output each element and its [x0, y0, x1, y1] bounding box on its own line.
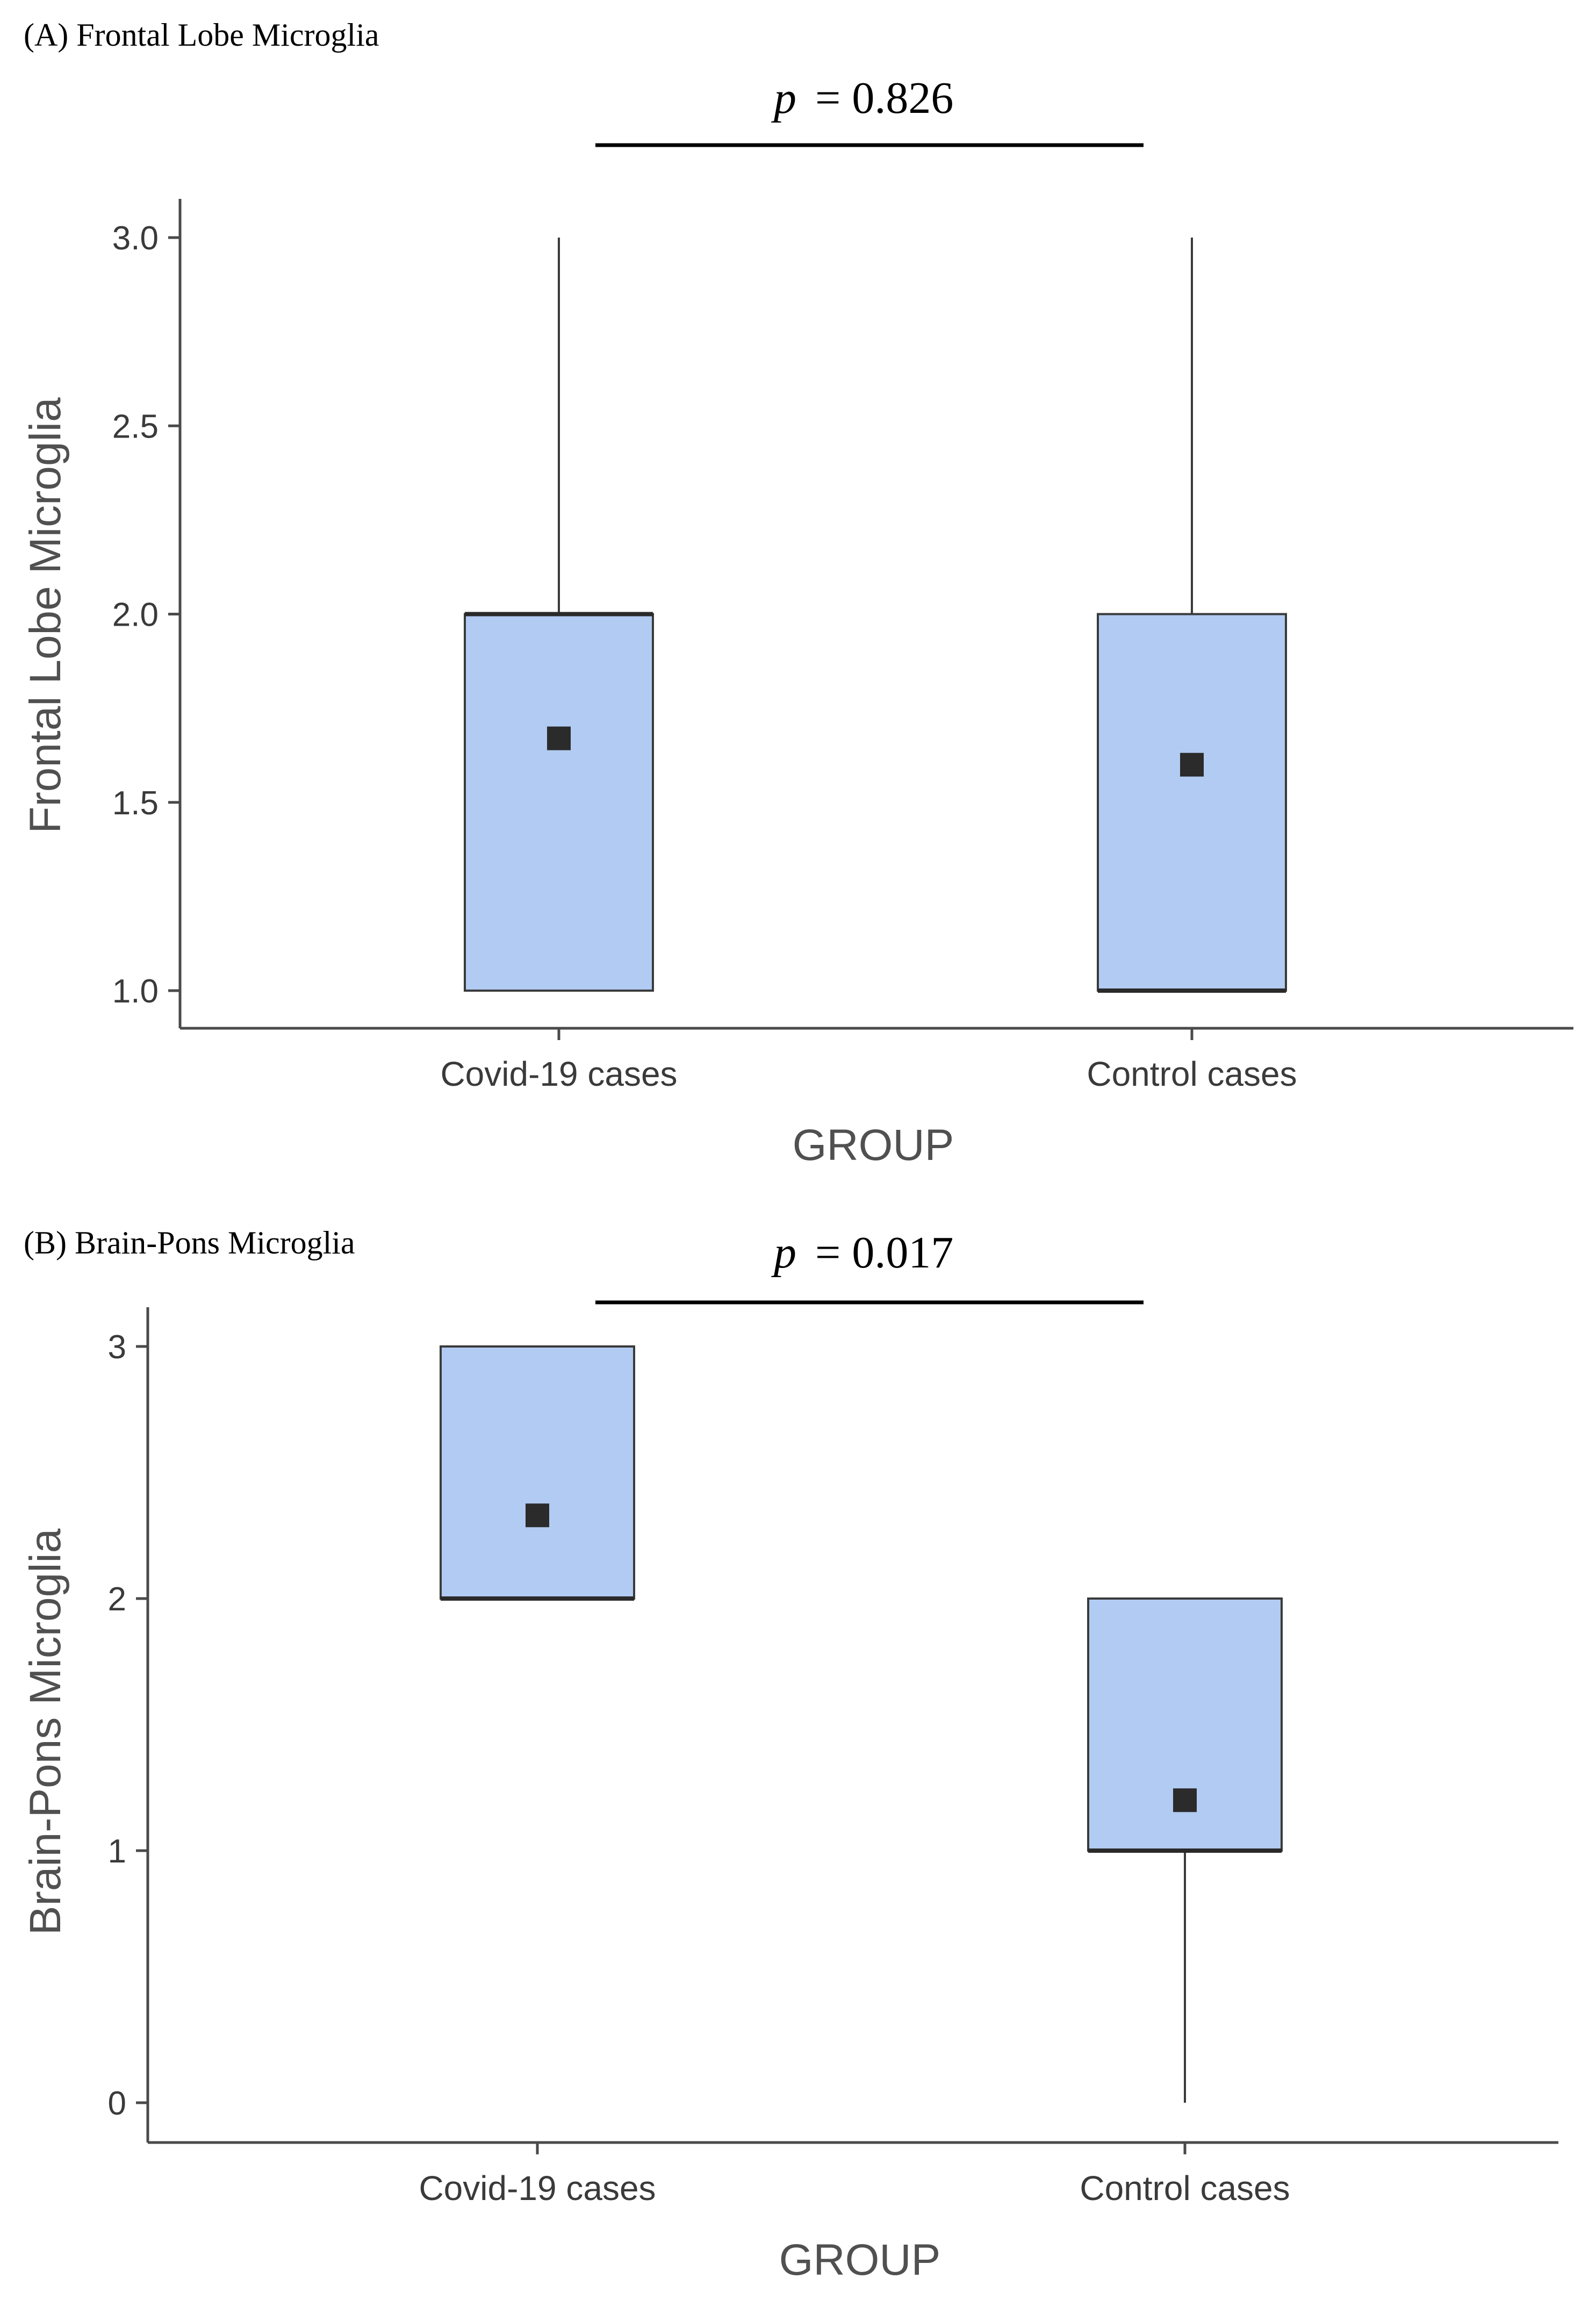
p-symbol: p — [771, 73, 796, 123]
plot-area: 0 1 2 3 Covid-19 cases Control cases — [108, 1307, 1558, 2208]
box-covid-19 — [440, 1345, 635, 1601]
iqr-box — [440, 1345, 635, 1600]
panel-a-p-value: p = 0.826 — [771, 73, 953, 123]
y-tick-label: 0 — [108, 2085, 126, 2122]
y-axis-title: Frontal Lobe Microglia — [21, 397, 70, 834]
iqr-box — [1097, 613, 1287, 992]
p-value-text: = 0.017 — [815, 1228, 953, 1278]
x-axis-title: GROUP — [779, 2235, 941, 2284]
box-covid-19 — [464, 238, 654, 992]
x-tick-label: Covid-19 cases — [419, 2169, 656, 2208]
y-tick-label: 1 — [108, 1833, 126, 1870]
x-tick-label: Control cases — [1080, 2169, 1290, 2208]
x-axis-title: GROUP — [793, 1121, 954, 1170]
panel-a-title: (A) Frontal Lobe Microglia — [24, 17, 379, 53]
panel-brain-pons: (B) Brain-Pons Microglia p = 0.017 0 1 2 3 C… — [21, 1225, 1558, 2284]
x-tick-label: Control cases — [1087, 1055, 1297, 1093]
y-tick-label: 2 — [108, 1581, 126, 1618]
mean-marker — [1173, 1788, 1197, 1812]
y-tick-label: 2.5 — [112, 408, 159, 445]
y-tick-label: 3.0 — [112, 220, 159, 257]
mean-marker — [1180, 753, 1204, 777]
panel-b-p-value: p = 0.017 — [771, 1228, 953, 1278]
panel-frontal-lobe: (A) Frontal Lobe Microglia p = 0.826 1.0… — [21, 17, 1573, 1170]
y-tick-label: 3 — [108, 1329, 126, 1366]
y-axis-title: Brain-Pons Microglia — [21, 1528, 70, 1935]
iqr-box — [464, 613, 654, 992]
p-value-text: = 0.826 — [815, 73, 953, 123]
y-tick-label: 2.0 — [112, 597, 159, 634]
box-control — [1087, 1597, 1283, 2103]
plot-area: 1.0 1.5 2.0 2.5 3.0 Covid-19 cases Control cas… — [112, 199, 1573, 1093]
y-tick-label: 1.5 — [112, 785, 159, 822]
panel-b-title: (B) Brain-Pons Microglia — [24, 1225, 355, 1260]
y-tick-label: 1.0 — [112, 973, 159, 1010]
iqr-box — [1087, 1597, 1283, 1852]
mean-marker — [526, 1503, 549, 1528]
mean-marker — [547, 726, 571, 750]
box-control — [1097, 238, 1287, 993]
p-symbol: p — [771, 1228, 796, 1278]
x-tick-label: Covid-19 cases — [440, 1055, 677, 1093]
